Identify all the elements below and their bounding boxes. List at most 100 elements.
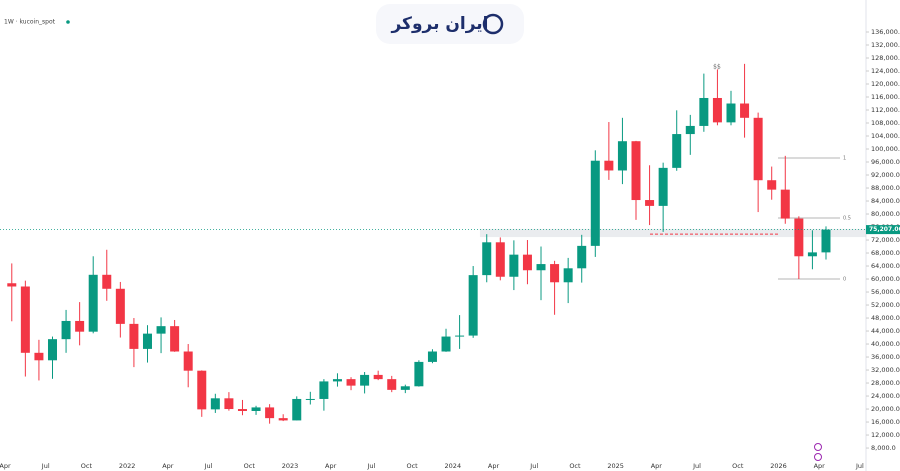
candle-body	[360, 374, 370, 386]
x-tick-label: Oct	[569, 462, 581, 470]
y-tick-label: 112,000.0	[871, 106, 900, 114]
candle-body	[197, 370, 207, 410]
y-tick-label: 100,000.0	[871, 145, 900, 153]
y-tick-label: 92,000.0	[871, 171, 900, 179]
candle-body	[387, 379, 397, 390]
candle-body	[47, 339, 57, 361]
candle-body	[61, 320, 71, 340]
x-tick-label: 2024	[445, 462, 462, 470]
candle-body	[305, 398, 315, 400]
y-tick-label: 132,000.0	[871, 41, 900, 49]
y-tick-label: 116,000.0	[871, 93, 900, 101]
candle-body	[427, 351, 437, 362]
candle-body	[332, 379, 342, 382]
candle-body	[617, 141, 627, 171]
annotation: $$	[713, 64, 721, 71]
y-tick-label: 136,000.0	[871, 28, 900, 36]
event-icon	[814, 443, 822, 451]
candle-body	[590, 160, 600, 246]
candle-body	[536, 264, 546, 271]
x-tick-label: 2022	[119, 462, 136, 470]
candle-body	[210, 398, 220, 410]
x-tick-label: Oct	[244, 462, 256, 470]
candle-body	[156, 326, 166, 334]
logo-icon	[482, 13, 504, 35]
candle-body	[75, 320, 85, 332]
candle-body	[400, 386, 410, 390]
x-tick-label: Jul	[41, 462, 50, 470]
y-tick-label: 8,000.0	[871, 444, 896, 452]
y-tick-label: 108,000.0	[871, 119, 900, 127]
x-tick-label: 2025	[607, 462, 624, 470]
y-tick-label: 96,000.0	[871, 158, 900, 166]
candle-body	[414, 361, 424, 387]
y-tick-label: 16,000.0	[871, 418, 900, 426]
x-tick-label: Jul	[692, 462, 701, 470]
candle-body	[767, 180, 777, 190]
y-tick-label: 32,000.0	[871, 366, 900, 374]
y-tick-label: 24,000.0	[871, 392, 900, 400]
candle-body	[468, 275, 478, 336]
y-tick-label: 40,000.0	[871, 340, 900, 348]
price-label: 75,207.00	[869, 226, 900, 233]
candle-body	[20, 286, 30, 353]
y-tick-label: 124,000.0	[871, 67, 900, 75]
x-tick-label: Oct	[81, 462, 93, 470]
candle-body	[780, 189, 790, 219]
candle-body	[604, 160, 614, 171]
y-tick-label: 64,000.0	[871, 262, 900, 270]
x-tick-label: Oct	[406, 462, 418, 470]
candle-body	[658, 167, 668, 206]
candle-body	[807, 252, 817, 257]
y-tick-label: 68,000.0	[871, 249, 900, 257]
candle-body	[170, 326, 180, 352]
candle-body	[522, 254, 532, 271]
candle-body	[7, 283, 17, 287]
x-tick-label: Apr	[814, 462, 826, 470]
candle-body	[550, 264, 560, 283]
y-tick-label: 20,000.0	[871, 405, 900, 413]
x-tick-label: Apr	[0, 462, 11, 470]
y-tick-label: 44,000.0	[871, 327, 900, 335]
event-icon	[814, 453, 822, 461]
candle-body	[278, 418, 288, 421]
candle-body	[645, 200, 655, 206]
y-tick-label: 28,000.0	[871, 379, 900, 387]
header: 1W · kucoin_spot	[4, 19, 56, 26]
candle-body	[129, 323, 139, 349]
x-tick-label: Apr	[651, 462, 663, 470]
candle-body	[726, 103, 736, 123]
watermark: ایران بروکر	[390, 14, 488, 34]
candle-body	[482, 242, 492, 276]
x-tick-label: Apr	[488, 462, 500, 470]
candle-body	[292, 398, 302, 421]
y-tick-label: 36,000.0	[871, 353, 900, 361]
fib-label: 0.5	[843, 216, 851, 222]
fib-label: 0	[843, 277, 846, 283]
candle-body	[563, 268, 573, 283]
candle-body	[712, 97, 722, 123]
candle-body	[685, 125, 695, 135]
y-tick-label: 52,000.0	[871, 301, 900, 309]
candle-body	[142, 333, 152, 349]
x-tick-label: Oct	[732, 462, 744, 470]
y-tick-label: 48,000.0	[871, 314, 900, 322]
candle-body	[251, 407, 261, 411]
candle-body	[88, 274, 98, 332]
candle-body	[265, 407, 275, 419]
candle-body	[224, 398, 234, 410]
x-tick-label: Jul	[204, 462, 213, 470]
y-tick-label: 88,000.0	[871, 184, 900, 192]
y-tick-label: 12,000.0	[871, 431, 900, 439]
candle-body	[821, 229, 831, 253]
candle-body	[319, 381, 329, 399]
status-dot	[66, 20, 70, 24]
candle-body	[441, 336, 451, 352]
y-tick-label: 120,000.0	[871, 80, 900, 88]
x-tick-label: Jul	[855, 462, 864, 470]
candle-body	[34, 352, 44, 361]
logo-box	[376, 4, 524, 44]
candle-body	[672, 134, 682, 168]
